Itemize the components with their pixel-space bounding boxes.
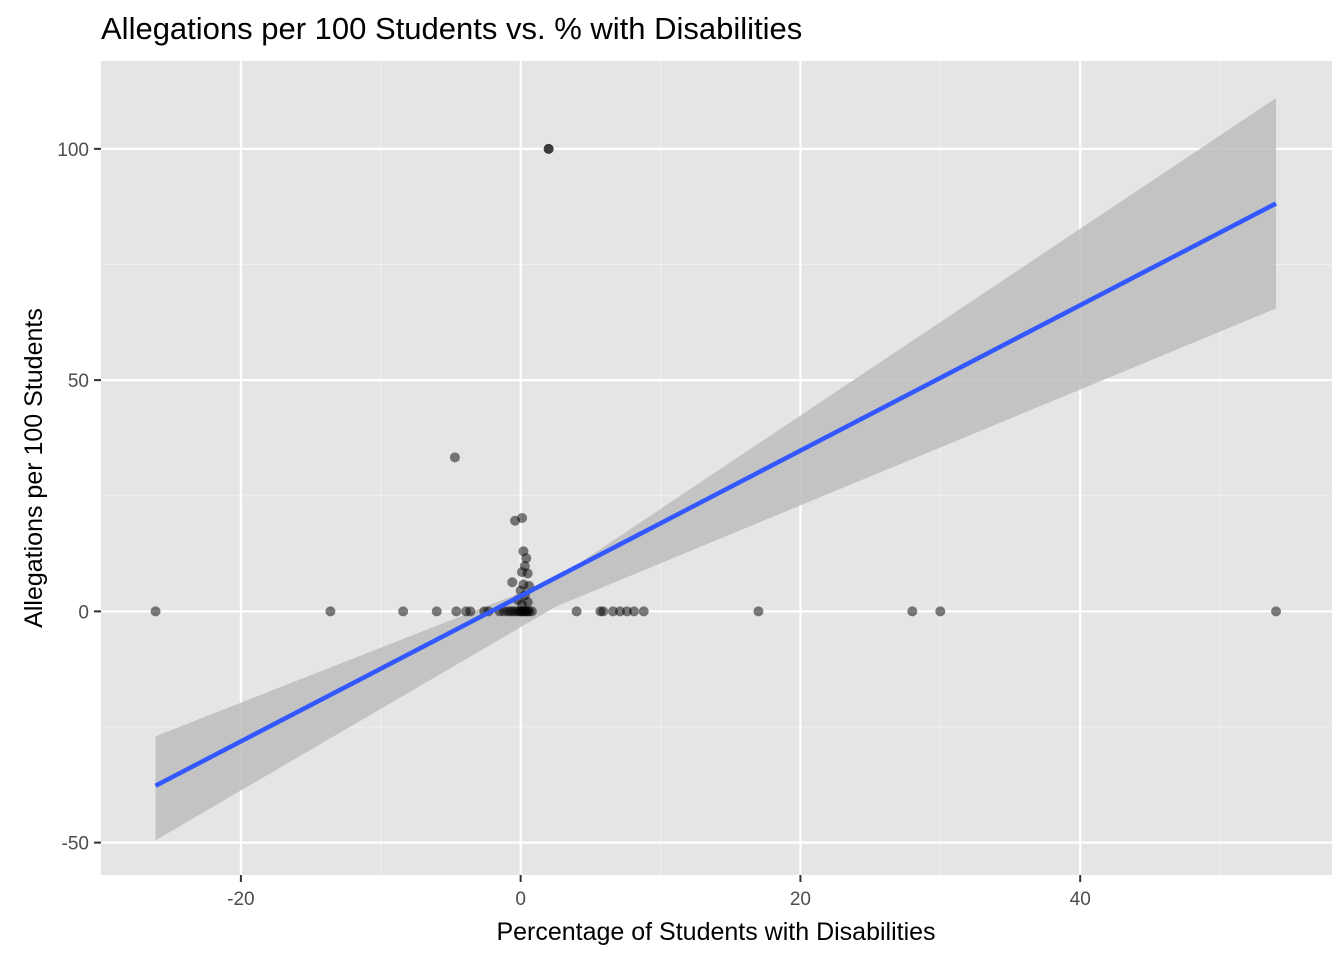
- data-point: [522, 568, 533, 579]
- data-point: [325, 606, 336, 617]
- data-point: [638, 606, 649, 617]
- data-point: [507, 577, 518, 588]
- y-tick-label: 50: [68, 371, 89, 392]
- y-tick-label: -50: [62, 834, 89, 855]
- data-point: [1271, 606, 1282, 617]
- confidence-band-layer: [155, 98, 1277, 841]
- regression-line: [154, 201, 1278, 788]
- data-point: [150, 606, 161, 617]
- data-point: [521, 553, 532, 564]
- y-tick-label: 100: [57, 140, 89, 161]
- data-point: [614, 606, 625, 617]
- data-point: [753, 606, 764, 617]
- data-point: [451, 606, 462, 617]
- confidence-band: [155, 98, 1277, 841]
- y-axis-title: Allegations per 100 Students: [20, 308, 48, 628]
- data-point: [431, 606, 442, 617]
- x-tick-label: -20: [227, 889, 254, 910]
- data-point: [398, 606, 409, 617]
- y-axis-ticks: -50 0 50 100: [57, 140, 101, 855]
- x-axis-title: Percentage of Students with Disabilities: [496, 918, 935, 946]
- data-point: [628, 606, 639, 617]
- x-tick-label: 40: [1070, 889, 1091, 910]
- data-point: [621, 606, 632, 617]
- data-point: [465, 606, 476, 617]
- data-point: [543, 143, 554, 154]
- chart-title: Allegations per 100 Students vs. % with …: [101, 11, 802, 46]
- data-point: [449, 452, 460, 463]
- data-point: [517, 512, 528, 523]
- data-point: [526, 606, 537, 617]
- data-point: [571, 606, 582, 617]
- points-layer: [150, 143, 1282, 617]
- x-tick-label: 20: [790, 889, 811, 910]
- x-axis-ticks: -20 0 20 40: [227, 875, 1091, 910]
- data-point: [607, 606, 618, 617]
- data-point: [907, 606, 918, 617]
- fit-line-layer: [154, 201, 1278, 788]
- y-tick-label: 0: [78, 602, 89, 623]
- x-tick-label: 0: [515, 889, 526, 910]
- data-point: [935, 606, 946, 617]
- data-point: [598, 606, 609, 617]
- data-point: [517, 599, 528, 610]
